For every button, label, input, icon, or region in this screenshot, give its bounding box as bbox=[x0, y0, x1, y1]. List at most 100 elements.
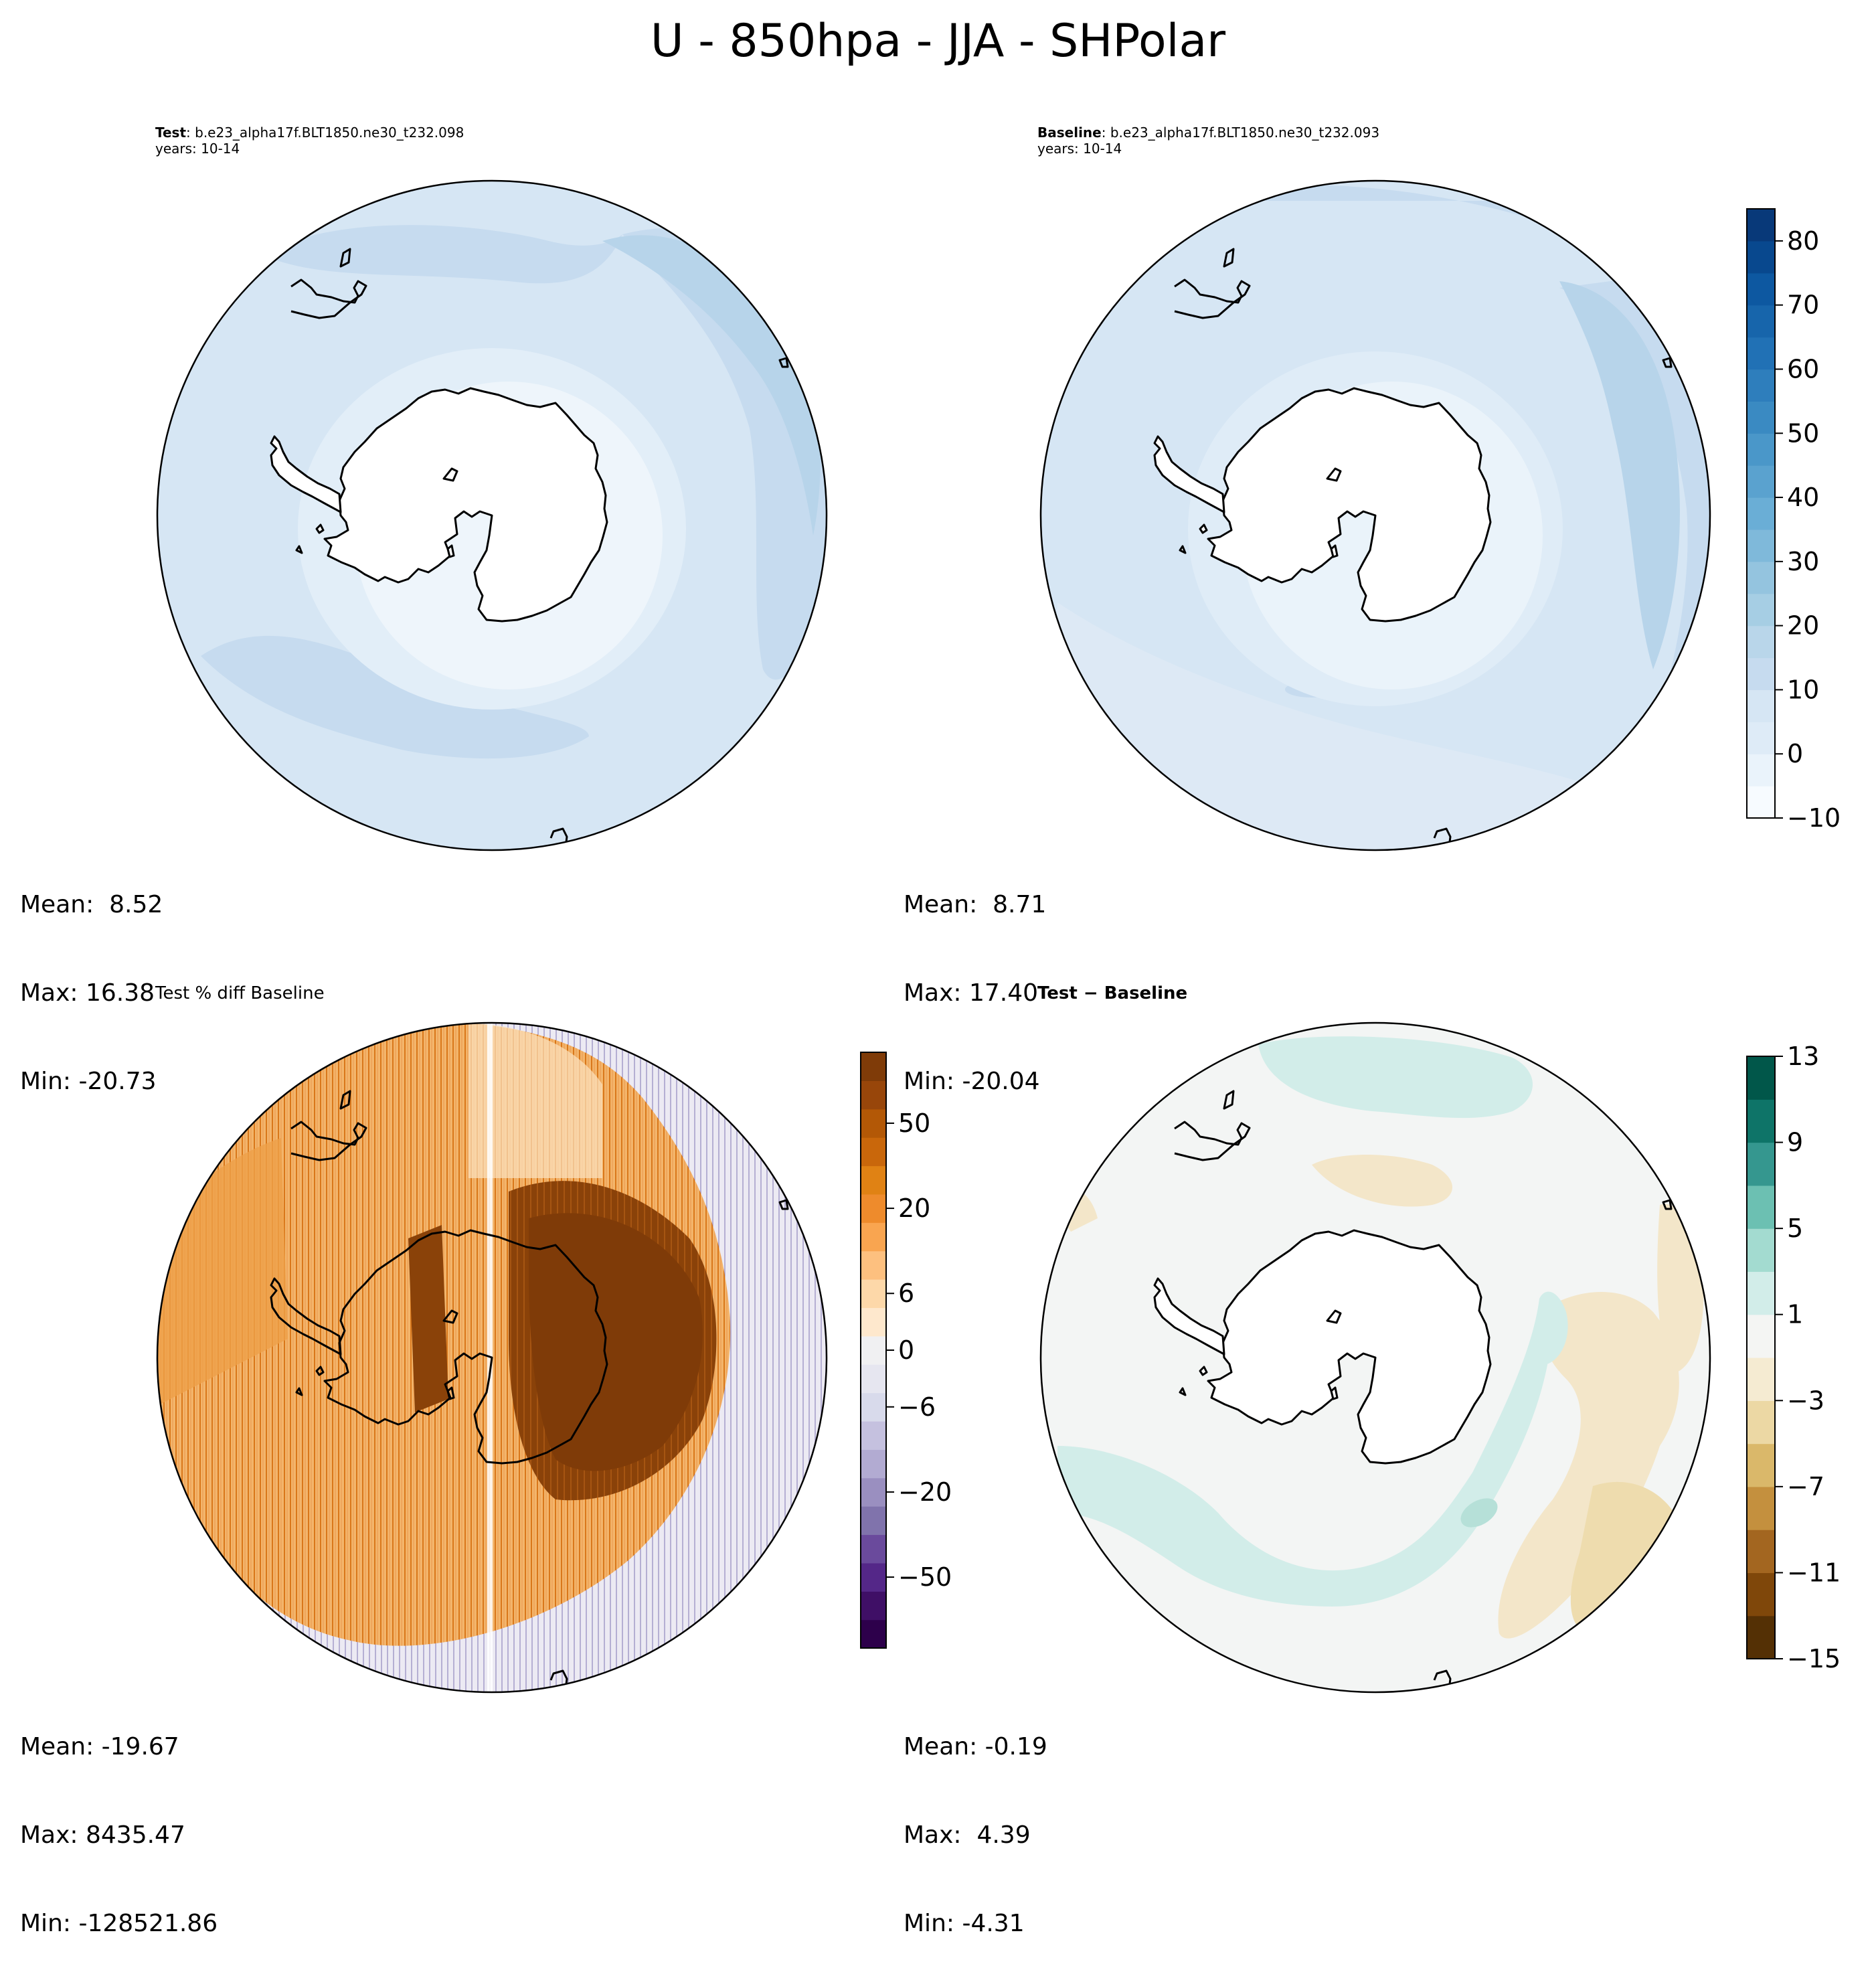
main-colorbar-tick-label: 80 bbox=[1787, 226, 1819, 256]
main-colorbar-swatch bbox=[1747, 561, 1775, 594]
diff-colorbar-tick-label: −3 bbox=[1787, 1386, 1824, 1415]
test-max: Max: 16.38 bbox=[20, 979, 155, 1007]
test-mean: Mean: 8.52 bbox=[20, 891, 163, 918]
diff-colorbar-swatch bbox=[1747, 1142, 1775, 1186]
diff-map-frame bbox=[1039, 1021, 1711, 1694]
baseline-max: Max: 17.40 bbox=[904, 979, 1039, 1007]
diff-colorbar-tick-label: −7 bbox=[1787, 1472, 1824, 1501]
pct-diff-colorbar-swatch bbox=[861, 1052, 886, 1081]
diff-colorbar-swatch bbox=[1747, 1056, 1775, 1100]
main-colorbar-swatch bbox=[1747, 337, 1775, 370]
baseline-min: Min: -20.04 bbox=[904, 1068, 1040, 1095]
diff-mean: Mean: -0.19 bbox=[904, 1733, 1047, 1760]
test-label: Test bbox=[155, 125, 187, 141]
pct-diff-colorbar-swatch bbox=[861, 1307, 886, 1337]
pct-diff-colorbar-swatch bbox=[861, 1194, 886, 1223]
main-colorbar-swatch bbox=[1747, 209, 1775, 242]
test-case-name: b.e23_alpha17f.BLT1850.ne30_t232.098 bbox=[195, 125, 464, 141]
baseline-label: Baseline bbox=[1037, 125, 1102, 141]
pct-diff-colorbar-tick-label: 20 bbox=[898, 1194, 930, 1223]
main-colorbar-tick-label: 30 bbox=[1787, 547, 1819, 576]
pct-diff-colorbar-swatch bbox=[861, 1562, 886, 1592]
main-colorbar-tick-label: 40 bbox=[1787, 483, 1819, 512]
test-stats: Mean: 8.52 Max: 16.38 Min: -20.73 bbox=[20, 831, 163, 1126]
main-colorbar-swatch bbox=[1747, 433, 1775, 466]
pct-diff-colorbar-swatch bbox=[861, 1137, 886, 1167]
main-colorbar-swatch bbox=[1747, 369, 1775, 402]
diff-panel-title: Test − Baseline bbox=[1037, 983, 1187, 1004]
pct-diff-colorbar-tick-label: −20 bbox=[898, 1477, 952, 1507]
main-colorbar-swatch bbox=[1747, 497, 1775, 530]
pct-diff-colorbar-swatch bbox=[861, 1477, 886, 1507]
diff-colorbar-swatch bbox=[1747, 1400, 1775, 1445]
diff-map bbox=[1039, 1021, 1711, 1694]
baseline-case-name: b.e23_alpha17f.BLT1850.ne30_t232.093 bbox=[1110, 125, 1380, 141]
baseline-map bbox=[1039, 179, 1711, 851]
diff-colorbar-frame bbox=[1746, 1056, 1776, 1659]
pct-diff-colorbar-tick-label: −6 bbox=[898, 1392, 936, 1422]
test-map-frame bbox=[156, 179, 828, 851]
diff-colorbar-tick-label: 5 bbox=[1787, 1214, 1803, 1243]
diff-colorbar-swatch bbox=[1747, 1314, 1775, 1358]
diff-colorbar-swatch bbox=[1747, 1099, 1775, 1143]
diff-colorbar-swatch bbox=[1747, 1530, 1775, 1574]
diff-colorbar: 13 9 5 1 −3 −7 −11 −15 bbox=[1746, 1042, 1841, 1673]
test-label-sep: : bbox=[186, 125, 195, 141]
pct-diff-max: Max: 8435.47 bbox=[20, 1821, 185, 1849]
diff-colorbar-tick-label: −11 bbox=[1787, 1558, 1841, 1587]
main-colorbar-swatch bbox=[1747, 305, 1775, 338]
main-colorbar-swatch bbox=[1747, 529, 1775, 562]
pct-diff-colorbar-swatch bbox=[861, 1279, 886, 1309]
main-colorbar-swatch bbox=[1747, 240, 1775, 274]
pct-diff-colorbar-tick-label: 0 bbox=[898, 1335, 914, 1365]
diff-colorbar-swatch bbox=[1747, 1486, 1775, 1530]
test-min: Min: -20.73 bbox=[20, 1068, 157, 1095]
diff-colorbar-swatch bbox=[1747, 1271, 1775, 1315]
pct-diff-colorbar-swatch bbox=[861, 1420, 886, 1450]
diff-colorbar-tick-label: 13 bbox=[1787, 1042, 1819, 1071]
diff-min: Min: -4.31 bbox=[904, 1910, 1025, 1937]
pct-diff-colorbar-swatch bbox=[861, 1222, 886, 1252]
pct-diff-colorbar-swatch bbox=[861, 1335, 886, 1365]
pct-diff-min: Min: -128521.86 bbox=[20, 1910, 218, 1937]
main-colorbar-swatch bbox=[1747, 786, 1775, 819]
pct-diff-colorbar-swatch bbox=[861, 1534, 886, 1564]
diff-colorbar-swatch bbox=[1747, 1358, 1775, 1401]
pct-diff-map bbox=[156, 1021, 828, 1694]
main-colorbar-tick-label: 60 bbox=[1787, 354, 1819, 384]
diff-colorbar-tick-label: 9 bbox=[1787, 1128, 1803, 1157]
pct-diff-colorbar-swatch bbox=[861, 1506, 886, 1536]
main-colorbar-swatch bbox=[1747, 754, 1775, 787]
baseline-map-frame bbox=[1039, 179, 1711, 851]
diff-label: Test − Baseline bbox=[1037, 983, 1188, 1003]
pct-diff-colorbar-swatch bbox=[861, 1392, 886, 1422]
main-colorbar-tick-label: 50 bbox=[1787, 418, 1819, 448]
baseline-years: years: 10-14 bbox=[1037, 141, 1122, 157]
baseline-panel-title: Baseline: b.e23_alpha17f.BLT1850.ne30_t2… bbox=[1037, 125, 1379, 157]
pct-diff-colorbar-swatch bbox=[861, 1364, 886, 1394]
pct-diff-colorbar-swatch bbox=[861, 1449, 886, 1479]
main-colorbar-frame bbox=[1746, 208, 1776, 819]
pct-diff-colorbar-tick-label: 6 bbox=[898, 1279, 914, 1308]
test-map bbox=[156, 179, 828, 851]
diff-colorbar-swatch bbox=[1747, 1185, 1775, 1229]
pct-diff-map-frame bbox=[156, 1021, 828, 1694]
pct-diff-colorbar-swatch bbox=[861, 1165, 886, 1195]
main-colorbar-swatch bbox=[1747, 593, 1775, 627]
main-colorbar-tick-label: −10 bbox=[1787, 803, 1841, 833]
baseline-label-sep: : bbox=[1101, 125, 1110, 141]
pct-diff-colorbar-swatch bbox=[861, 1080, 886, 1110]
pct-diff-colorbar-swatch bbox=[861, 1109, 886, 1138]
main-colorbar-swatch bbox=[1747, 401, 1775, 434]
main-colorbar-tick-label: 0 bbox=[1787, 739, 1803, 768]
diff-colorbar-tick-label: 1 bbox=[1787, 1300, 1803, 1329]
main-colorbar-tick-label: 10 bbox=[1787, 675, 1819, 704]
test-years: years: 10-14 bbox=[155, 141, 240, 157]
pct-diff-mean: Mean: -19.67 bbox=[20, 1733, 179, 1760]
test-panel-title: Test: b.e23_alpha17f.BLT1850.ne30_t232.0… bbox=[155, 125, 464, 157]
pct-diff-colorbar: 50 20 6 0 −6 −20 −50 bbox=[860, 1052, 952, 1649]
pct-diff-colorbar-swatch bbox=[861, 1250, 886, 1280]
pct-diff-colorbar-swatch bbox=[861, 1619, 886, 1649]
main-colorbar-tick-label: 70 bbox=[1787, 291, 1819, 320]
